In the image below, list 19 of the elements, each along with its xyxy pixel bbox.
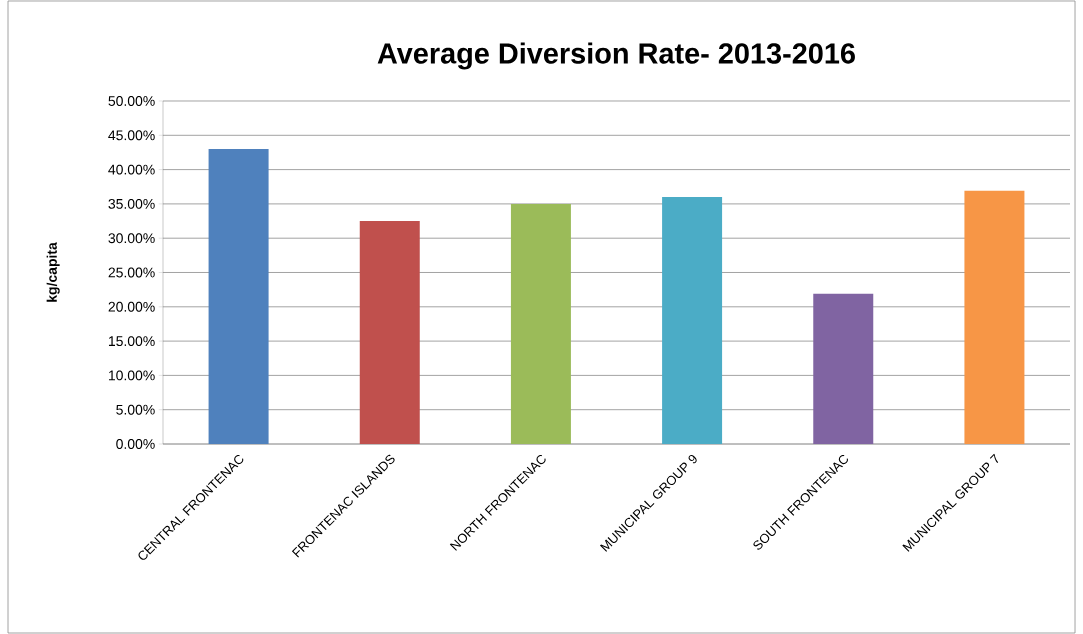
y-tick-label: 0.00% (116, 439, 155, 449)
y-tick-label: 30.00% (108, 233, 155, 244)
y-tick-label: 5.00% (116, 404, 155, 415)
chart-title: Average Diversion Rate- 2013-2016 (377, 42, 855, 70)
bar (208, 149, 269, 444)
y-tick-label: 35.00% (108, 198, 155, 209)
y-tick-label: 15.00% (108, 336, 155, 347)
y-axis-title: kg/capita (46, 242, 60, 302)
bar (662, 197, 723, 444)
y-tick-label: 45.00% (108, 130, 155, 141)
y-tick-label: 10.00% (108, 370, 155, 381)
bar (510, 203, 571, 444)
y-tick-label: 50.00% (108, 96, 155, 106)
y-tick-label: 25.00% (108, 267, 155, 278)
bar (813, 293, 874, 444)
y-tick-label: 20.00% (108, 301, 155, 312)
bar (964, 190, 1025, 444)
bar (359, 221, 420, 444)
y-tick-label: 40.00% (108, 164, 155, 175)
